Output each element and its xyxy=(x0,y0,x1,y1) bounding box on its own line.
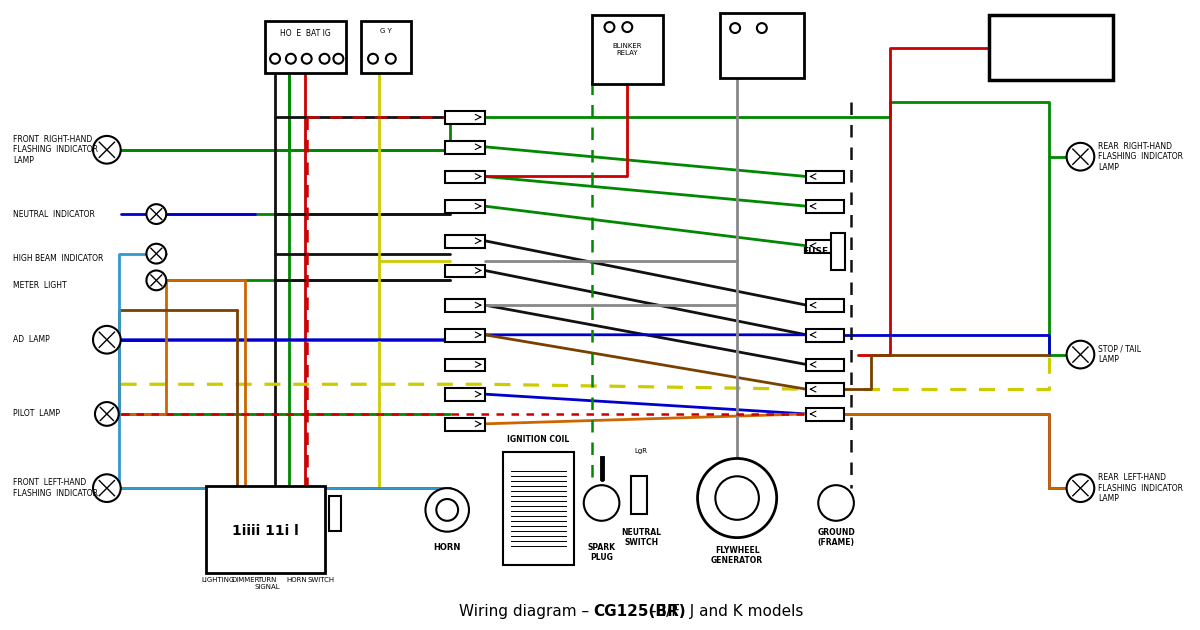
Text: HIGH BEAM  INDICATOR: HIGH BEAM INDICATOR xyxy=(13,254,103,263)
Bar xyxy=(503,452,574,565)
Text: DIMMER: DIMMER xyxy=(232,577,259,583)
Text: FUSE: FUSE xyxy=(802,247,828,256)
Circle shape xyxy=(437,499,458,521)
Text: HO  E  BAT IG: HO E BAT IG xyxy=(281,29,331,38)
Bar xyxy=(592,15,662,84)
Circle shape xyxy=(1067,143,1094,171)
Circle shape xyxy=(697,459,776,537)
Text: METER  LIGHT: METER LIGHT xyxy=(13,281,66,290)
Bar xyxy=(445,141,485,154)
Text: 1iiii 11i l: 1iiii 11i l xyxy=(232,524,299,537)
Text: CG125(BR): CG125(BR) xyxy=(594,604,686,619)
Text: HORN: HORN xyxy=(433,542,461,552)
Bar xyxy=(806,240,844,253)
Circle shape xyxy=(386,54,396,64)
Text: IGNITION COIL: IGNITION COIL xyxy=(508,435,569,444)
Circle shape xyxy=(94,326,121,353)
Bar xyxy=(265,21,347,72)
Circle shape xyxy=(146,270,167,290)
Circle shape xyxy=(715,476,758,520)
Text: STOP / TAIL
LAMP: STOP / TAIL LAMP xyxy=(1098,345,1141,364)
Bar xyxy=(806,358,844,372)
Text: FLYWHEEL
GENERATOR: FLYWHEEL GENERATOR xyxy=(712,546,763,565)
Circle shape xyxy=(95,402,119,426)
Bar xyxy=(445,111,485,124)
Circle shape xyxy=(623,22,632,32)
Bar xyxy=(330,496,341,530)
Bar xyxy=(806,299,844,312)
Circle shape xyxy=(1067,341,1094,369)
Circle shape xyxy=(94,136,121,164)
Bar xyxy=(445,299,485,312)
Circle shape xyxy=(818,485,854,521)
Bar xyxy=(806,408,844,421)
Bar xyxy=(445,388,485,401)
Text: TURN
SIGNAL: TURN SIGNAL xyxy=(254,577,280,590)
Bar xyxy=(445,329,485,341)
Circle shape xyxy=(94,474,121,502)
Bar xyxy=(361,21,410,72)
Circle shape xyxy=(334,54,343,64)
Circle shape xyxy=(270,54,280,64)
Text: G Y: G Y xyxy=(380,28,392,34)
Bar xyxy=(806,383,844,396)
Bar xyxy=(445,235,485,248)
Bar xyxy=(806,200,844,213)
Bar xyxy=(990,15,1114,79)
Bar xyxy=(445,358,485,372)
Text: -E/F, J and K models: -E/F, J and K models xyxy=(652,604,804,619)
Bar xyxy=(806,171,844,183)
Circle shape xyxy=(368,54,378,64)
Circle shape xyxy=(757,23,767,33)
Circle shape xyxy=(286,54,296,64)
Text: LgR: LgR xyxy=(635,447,648,454)
Text: PILOT  LAMP: PILOT LAMP xyxy=(13,410,60,418)
Bar xyxy=(445,265,485,277)
Circle shape xyxy=(146,204,167,224)
Bar xyxy=(631,476,647,514)
Circle shape xyxy=(146,244,167,263)
Bar xyxy=(832,233,845,270)
Text: SPARK
PLUG: SPARK PLUG xyxy=(588,542,616,562)
Text: NEUTRAL  INDICATOR: NEUTRAL INDICATOR xyxy=(13,210,95,219)
Text: LIGHTING: LIGHTING xyxy=(200,577,234,583)
Circle shape xyxy=(319,54,330,64)
Text: GROUND
(FRAME): GROUND (FRAME) xyxy=(817,528,854,547)
Text: Wiring diagram –: Wiring diagram – xyxy=(458,604,594,619)
Text: REAR  RIGHT-HAND
FLASHING  INDICATOR
LAMP: REAR RIGHT-HAND FLASHING INDICATOR LAMP xyxy=(1098,142,1183,171)
Bar xyxy=(445,418,485,431)
Circle shape xyxy=(730,23,740,33)
Circle shape xyxy=(301,54,312,64)
Bar xyxy=(806,329,844,341)
Bar xyxy=(205,486,324,573)
Text: FRONT  LEFT-HAND
FLASHING  INDICATOR: FRONT LEFT-HAND FLASHING INDICATOR xyxy=(13,478,98,498)
Circle shape xyxy=(583,485,619,521)
Bar xyxy=(720,13,804,77)
Bar xyxy=(445,171,485,183)
Text: HORN: HORN xyxy=(287,577,307,583)
Text: REAR  LEFT-HAND
FLASHING  INDICATOR
LAMP: REAR LEFT-HAND FLASHING INDICATOR LAMP xyxy=(1098,473,1183,503)
Circle shape xyxy=(426,488,469,532)
Text: FRONT  RIGHT-HAND
FLASHING  INDICATOR
LAMP: FRONT RIGHT-HAND FLASHING INDICATOR LAMP xyxy=(13,135,98,164)
Circle shape xyxy=(605,22,614,32)
Text: NEUTRAL
SWITCH: NEUTRAL SWITCH xyxy=(622,528,661,547)
Text: AD  LAMP: AD LAMP xyxy=(13,335,49,344)
Circle shape xyxy=(1067,474,1094,502)
Text: SWITCH: SWITCH xyxy=(308,577,335,583)
Text: BLINKER
RELAY: BLINKER RELAY xyxy=(612,43,642,56)
Bar xyxy=(445,200,485,213)
